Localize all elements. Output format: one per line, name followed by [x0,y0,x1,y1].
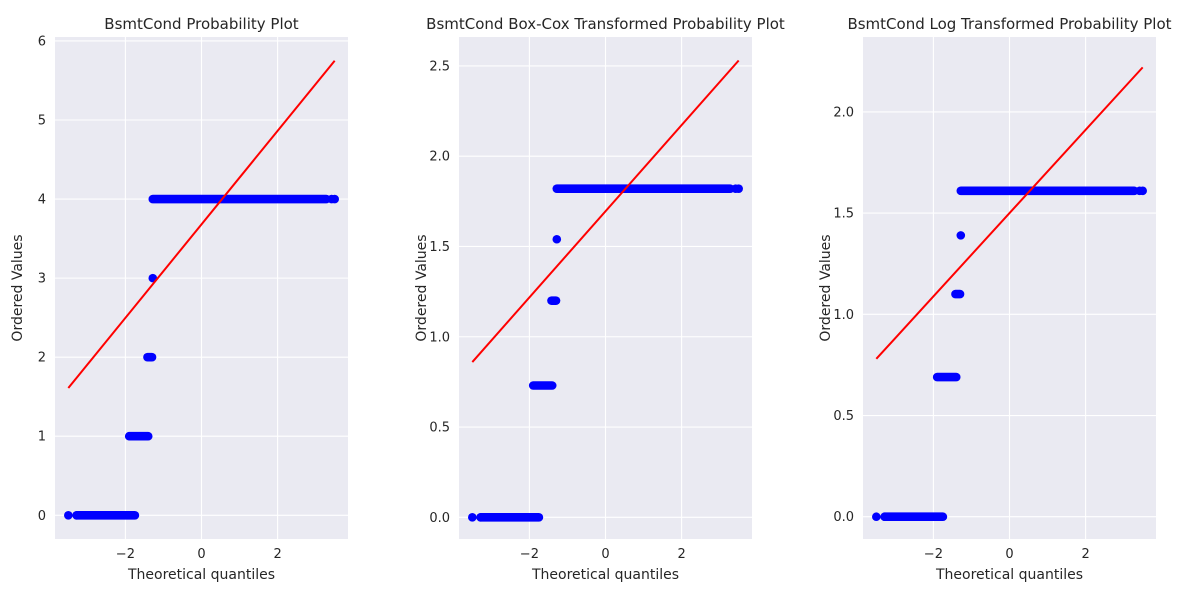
y-tick-label-2-3: 1.5 [429,240,450,255]
probability-plot-panel-2: −2 0 2 0.0 0.5 1.0 1.5 2.0 2.5 BsmtCond Box-Cox… [414,15,785,583]
data-point-3-4-1 [1138,186,1147,196]
y-tick-label-1-2: 2 [38,351,46,366]
y-tick-label-1-6: 6 [38,34,46,49]
y-tick-label-1-0: 0 [38,509,46,524]
y-tick-label-3-0: 0.0 [833,510,854,525]
x-tick-label-1-0: −2 [116,547,135,562]
data-point-3-3-0 [956,231,966,240]
fit-line-2 [471,59,740,363]
y-tick-label-1-3: 3 [38,272,46,287]
x-tick-labels-3: −2 0 2 [924,547,1090,562]
y-axis-label-1: Ordered Values [10,234,26,341]
x-axis-label-3: Theoretical quantiles [935,567,1083,583]
x-tick-label-3-2: 2 [1081,547,1089,562]
x-axis-label-1: Theoretical quantiles [127,567,275,583]
data-point-2-0-1 [476,513,485,522]
fit-line-3 [875,66,1144,360]
data-points-1 [64,194,339,520]
y-tick-label-2-5: 2.5 [429,59,450,74]
data-point-2-4-1 [734,184,743,193]
x-tick-labels-1: −2 0 2 [116,547,282,562]
probability-plot-panel-1: −2 0 2 0 1 2 3 4 5 6 BsmtCond Probability Plot T… [10,15,348,583]
y-tick-label-2-0: 0.0 [429,511,450,526]
x-tick-label-3-1: 0 [1005,547,1013,562]
y-tick-label-1-5: 5 [38,114,46,129]
plot-title-3: BsmtCond Log Transformed Probability Plo… [847,15,1171,33]
data-point-2-0-0 [468,513,477,522]
y-tick-label-2-1: 0.5 [429,421,450,436]
data-point-3-0-1 [880,512,889,522]
y-tick-label-3-3: 1.5 [833,207,854,222]
x-tick-label-2-2: 2 [677,547,685,562]
y-tick-label-2-2: 1.0 [429,330,450,345]
x-tick-label-1-1: 0 [197,547,205,562]
fit-line-1 [67,60,336,389]
y-tick-label-2-4: 2.0 [429,150,450,165]
grid-lines-1 [55,37,348,539]
y-tick-labels-1: 0 1 2 3 4 5 6 [38,34,46,523]
x-tick-labels-2: −2 0 2 [520,547,686,562]
y-tick-labels-2: 0.0 0.5 1.0 1.5 2.0 2.5 [429,59,450,525]
data-points-3 [872,186,1147,522]
data-point-1-4-1 [330,194,339,204]
probability-plot-panel-3: −2 0 2 0.0 0.5 1.0 1.5 2.0 BsmtCond Log Transf… [818,15,1172,583]
data-point-1-0-0 [64,510,73,520]
plot-title-1: BsmtCond Probability Plot [104,15,298,33]
y-axis-label-2: Ordered Values [414,234,430,341]
x-tick-label-3-0: −2 [924,547,943,562]
data-points-2 [468,184,743,522]
y-tick-label-1-1: 1 [38,430,46,445]
data-point-3-0-0 [872,512,881,522]
x-tick-label-2-1: 0 [601,547,609,562]
y-tick-labels-3: 0.0 0.5 1.0 1.5 2.0 [833,105,854,525]
y-tick-label-3-2: 1.0 [833,308,854,323]
data-point-2-3-0 [552,234,562,244]
y-tick-label-3-1: 0.5 [833,409,854,424]
plot-title-2: BsmtCond Box-Cox Transformed Probability… [426,15,785,33]
x-tick-label-1-2: 2 [273,547,281,562]
x-tick-label-2-0: −2 [520,547,539,562]
data-point-1-0-1 [72,510,81,520]
y-tick-label-1-4: 4 [38,193,46,208]
y-axis-label-3: Ordered Values [818,234,834,341]
y-tick-label-3-4: 2.0 [833,105,854,120]
x-axis-label-2: Theoretical quantiles [531,567,679,583]
